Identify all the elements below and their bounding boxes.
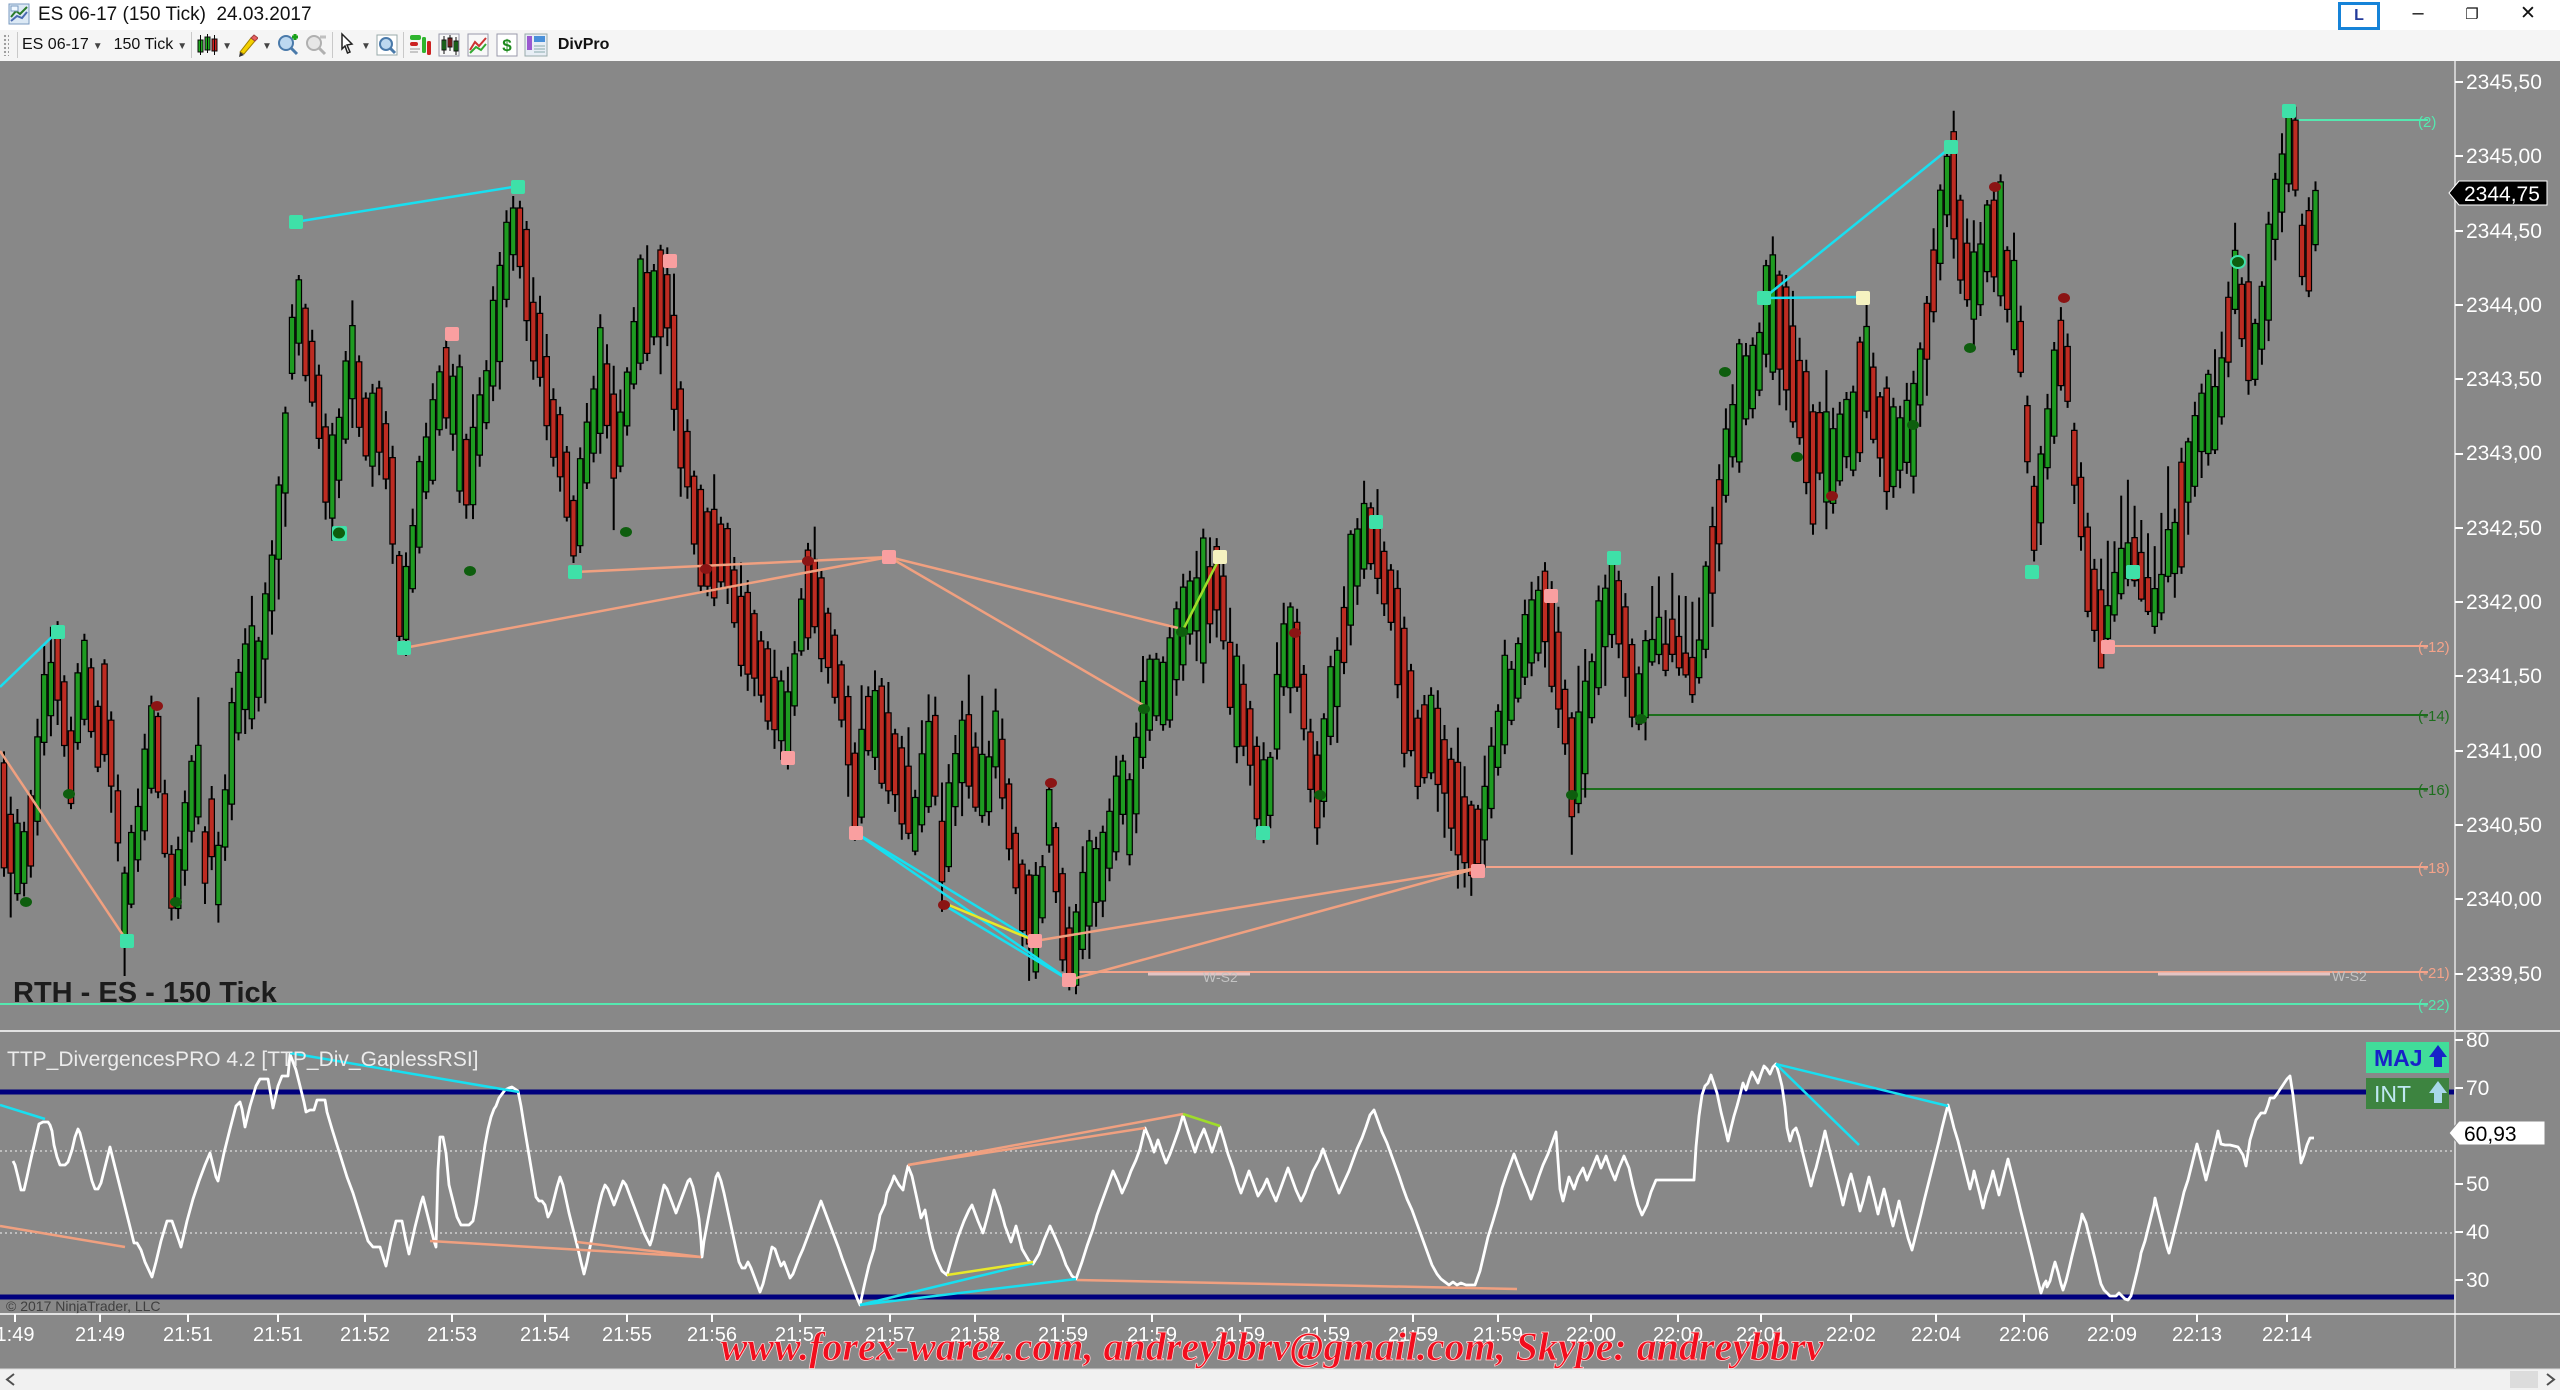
svg-text:50: 50 (2466, 1173, 2489, 1196)
svg-text:22:06: 22:06 (1999, 1324, 2049, 1346)
svg-text:2343,50: 2343,50 (2466, 368, 2542, 391)
svg-text:21:59: 21:59 (1038, 1324, 1088, 1346)
svg-text:MAJ: MAJ (2374, 1045, 2423, 1071)
svg-text:2339,50: 2339,50 (2466, 963, 2542, 986)
svg-text:30: 30 (2466, 1269, 2489, 1292)
svg-text:2344,00: 2344,00 (2466, 294, 2542, 317)
svg-text:21:59: 21:59 (1127, 1324, 1177, 1346)
svg-text:W-S2: W-S2 (1203, 969, 1238, 985)
svg-text:80: 80 (2466, 1029, 2489, 1052)
svg-text:22:00: 22:00 (1566, 1324, 1616, 1346)
svg-text:www.forex-warez.com, andreybbr: www.forex-warez.com, andreybbrv@gmail.co… (721, 1324, 1825, 1369)
svg-text:21:57: 21:57 (775, 1324, 825, 1346)
svg-text:60,93: 60,93 (2464, 1123, 2517, 1146)
svg-text:2340,00: 2340,00 (2466, 888, 2542, 911)
svg-text:(-12): (-12) (2418, 639, 2450, 656)
svg-text:2344,75: 2344,75 (2464, 183, 2540, 206)
svg-text:2340,50: 2340,50 (2466, 814, 2542, 837)
svg-text:(-21): (-21) (2418, 965, 2450, 982)
svg-text:2342,50: 2342,50 (2466, 517, 2542, 540)
svg-text:2345,00: 2345,00 (2466, 145, 2542, 168)
svg-text:(2): (2) (2418, 114, 2436, 131)
svg-text:21:59: 21:59 (1388, 1324, 1438, 1346)
svg-text:21:56: 21:56 (687, 1324, 737, 1346)
svg-text:21:52: 21:52 (340, 1324, 390, 1346)
svg-text:21:49: 21:49 (75, 1324, 125, 1346)
svg-text:2342,00: 2342,00 (2466, 591, 2542, 614)
svg-text:RTH - ES - 150 Tick: RTH - ES - 150 Tick (13, 977, 278, 1009)
svg-text:2341,50: 2341,50 (2466, 665, 2542, 688)
svg-text:21:53: 21:53 (427, 1324, 477, 1346)
svg-text:22:14: 22:14 (2262, 1324, 2312, 1346)
svg-text:2343,00: 2343,00 (2466, 442, 2542, 465)
svg-text:$: $ (502, 36, 512, 55)
svg-text:TTP_DivergencesPRO 4.2 [TTP_Di: TTP_DivergencesPRO 4.2 [TTP_Div_GaplessR… (7, 1048, 479, 1071)
svg-text:21:58: 21:58 (950, 1324, 1000, 1346)
svg-text:1:49: 1:49 (0, 1324, 34, 1346)
svg-text:(-22): (-22) (2418, 997, 2450, 1014)
svg-text:INT: INT (2374, 1081, 2411, 1107)
svg-text:21:59: 21:59 (1473, 1324, 1523, 1346)
svg-text:21:51: 21:51 (253, 1324, 303, 1346)
svg-text:2345,50: 2345,50 (2466, 71, 2542, 94)
svg-text:(-18): (-18) (2418, 860, 2450, 877)
svg-text:22:01: 22:01 (1736, 1324, 1786, 1346)
svg-text:21:55: 21:55 (602, 1324, 652, 1346)
svg-text:2344,50: 2344,50 (2466, 220, 2542, 243)
svg-text:40: 40 (2466, 1221, 2489, 1244)
svg-text:22:09: 22:09 (2087, 1324, 2137, 1346)
svg-text:(-16): (-16) (2418, 782, 2450, 799)
svg-text:22:13: 22:13 (2172, 1324, 2222, 1346)
svg-text:21:51: 21:51 (163, 1324, 213, 1346)
svg-text:22:04: 22:04 (1911, 1324, 1961, 1346)
svg-text:21:54: 21:54 (520, 1324, 570, 1346)
svg-text:2341,00: 2341,00 (2466, 740, 2542, 763)
svg-text:21:59: 21:59 (1215, 1324, 1265, 1346)
svg-text:(-14): (-14) (2418, 708, 2450, 725)
svg-text:70: 70 (2466, 1077, 2489, 1100)
svg-text:22:00: 22:00 (1653, 1324, 1703, 1346)
svg-text:21:57: 21:57 (865, 1324, 915, 1346)
svg-text:W-S2: W-S2 (2332, 968, 2367, 984)
svg-text:22:02: 22:02 (1826, 1324, 1876, 1346)
svg-text:© 2017 NinjaTrader, LLC: © 2017 NinjaTrader, LLC (6, 1298, 161, 1314)
svg-text:21:59: 21:59 (1300, 1324, 1350, 1346)
